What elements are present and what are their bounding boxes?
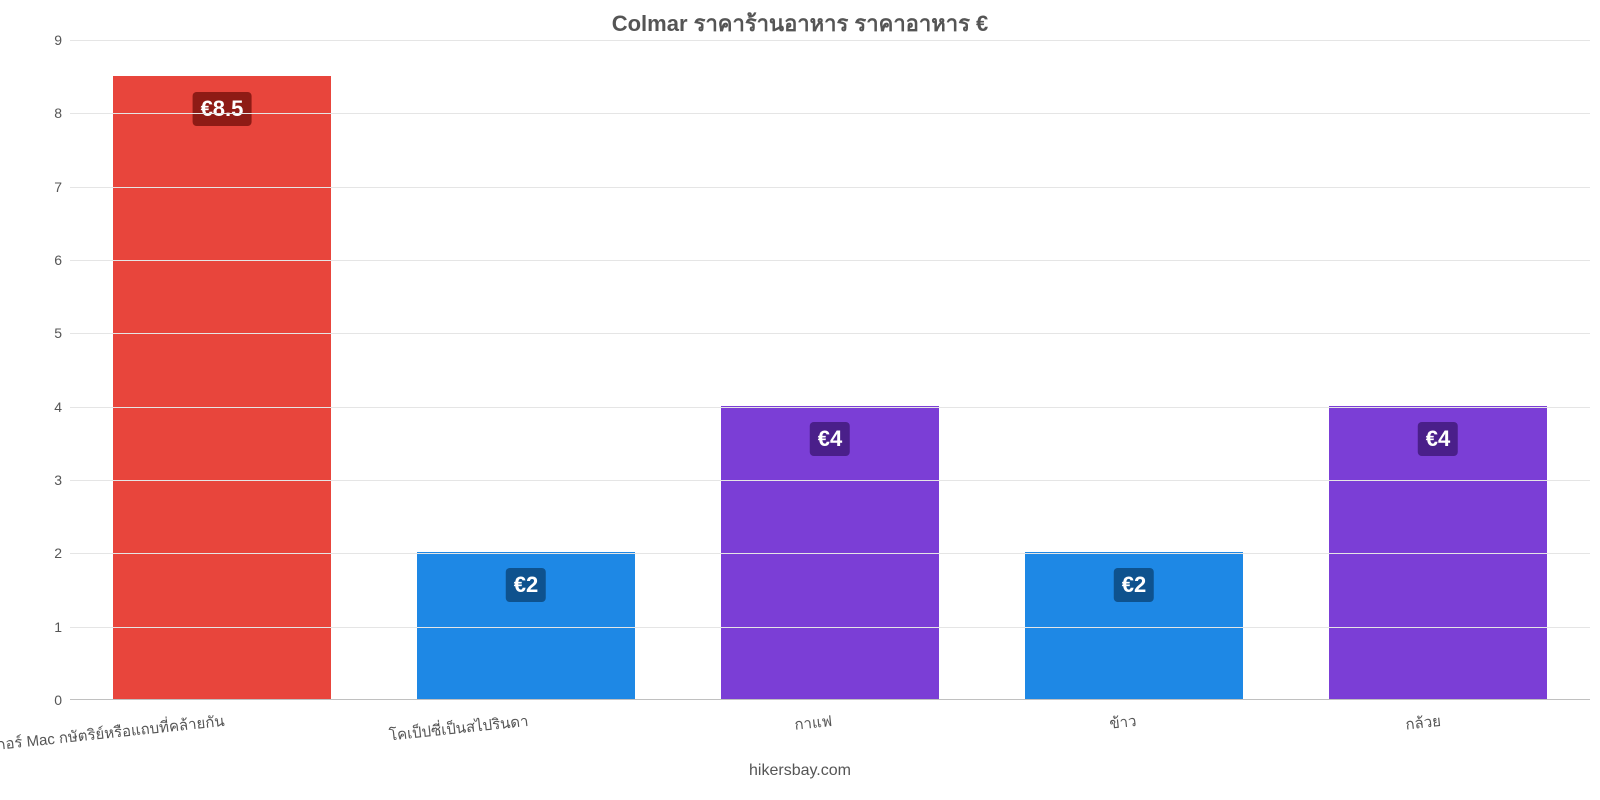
gridline xyxy=(70,627,1590,628)
gridline xyxy=(70,553,1590,554)
y-tick-label: 0 xyxy=(54,692,70,708)
y-tick-label: 8 xyxy=(54,105,70,121)
chart-footer: hikersbay.com xyxy=(0,762,1600,780)
gridline xyxy=(70,260,1590,261)
y-tick-label: 4 xyxy=(54,399,70,415)
gridline xyxy=(70,333,1590,334)
x-tick-label: ข้าว xyxy=(1107,699,1138,736)
x-tick-label: กาแฟ xyxy=(792,699,833,737)
bar: €4 xyxy=(721,406,940,699)
bar-value-badge: €2 xyxy=(1114,568,1154,602)
price-bar-chart: Colmar ราคาร้านอาหาร ราคาอาหาร € €8.5€2€… xyxy=(0,0,1600,800)
x-tick-label: โคเป็ปซี่เป็นสไปรินดา xyxy=(387,699,530,747)
gridline xyxy=(70,113,1590,114)
y-tick-label: 1 xyxy=(54,619,70,635)
x-tick-label: เบอร์เกอร์ Mac กษัตริย์หรือแถบที่คล้ายกั… xyxy=(0,699,226,761)
y-tick-label: 5 xyxy=(54,325,70,341)
x-tick-label: กล้วย xyxy=(1403,699,1442,737)
gridline xyxy=(70,40,1590,41)
y-tick-label: 6 xyxy=(54,252,70,268)
bar-value-badge: €4 xyxy=(1418,422,1458,456)
chart-title: Colmar ราคาร้านอาหาร ราคาอาหาร € xyxy=(0,6,1600,41)
y-tick-label: 2 xyxy=(54,545,70,561)
bar: €8.5 xyxy=(113,76,332,699)
y-tick-label: 9 xyxy=(54,32,70,48)
y-tick-label: 7 xyxy=(54,179,70,195)
bar-value-badge: €8.5 xyxy=(193,92,252,126)
bar-value-badge: €4 xyxy=(810,422,850,456)
gridline xyxy=(70,187,1590,188)
y-tick-label: 3 xyxy=(54,472,70,488)
gridline xyxy=(70,407,1590,408)
plot-area: €8.5€2€4€2€4 0123456789เบอร์เกอร์ Mac กษ… xyxy=(70,40,1590,700)
bar: €4 xyxy=(1329,406,1548,699)
gridline xyxy=(70,480,1590,481)
bars-layer: €8.5 €2 €4 €2 €4 xyxy=(70,40,1590,699)
bar-value-badge: €2 xyxy=(506,568,546,602)
